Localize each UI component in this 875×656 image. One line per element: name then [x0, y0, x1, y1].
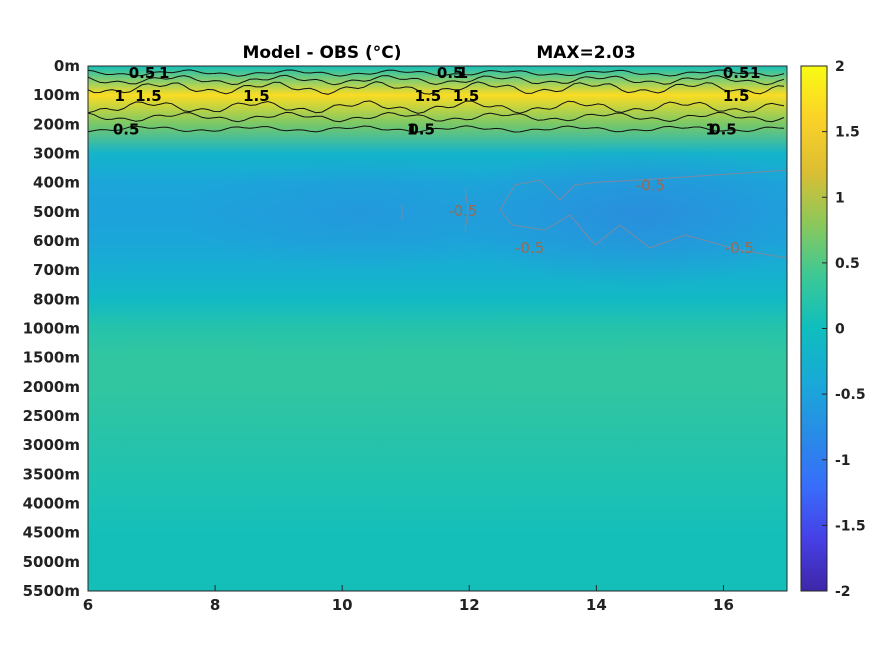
y-tick-label: 4000m: [23, 495, 80, 513]
y-tick-label: 1500m: [23, 349, 80, 367]
y-tick-label: 300m: [33, 145, 80, 163]
contour-label: -0.5: [448, 202, 477, 220]
y-tick-label: 1000m: [23, 320, 80, 338]
y-tick-label: 3000m: [23, 436, 80, 454]
contour-label: 1.5: [135, 87, 162, 105]
y-tick-label: 400m: [33, 174, 80, 192]
contour-label: 0.5: [710, 120, 737, 138]
contour-neg0.5-east: [499, 169, 787, 211]
colorbar-tick-label: 0.5: [835, 256, 860, 272]
y-tick-label: 2500m: [23, 407, 80, 425]
contour-neg0.5-small: [464, 187, 469, 233]
y-tick-label: 5000m: [23, 553, 80, 571]
plot-frame: [87, 65, 788, 592]
x-tick-label: 6: [83, 596, 93, 614]
colorbar-tick-label: -0.5: [835, 387, 866, 403]
negative-anomaly-patch: [450, 145, 787, 285]
y-tick-label: 700m: [33, 261, 80, 279]
chart-title: Model - OBS (°C): [242, 43, 401, 63]
contour-label: 1.5: [415, 87, 442, 105]
colorbar-ticks: 2 1.5 1 0.5 0 -0.5 -1 -1.5 -2: [822, 59, 866, 600]
contour-label: 0.5: [723, 64, 750, 82]
x-tick-label: 12: [459, 596, 480, 614]
contour-label: 1: [159, 64, 169, 82]
contour-label: 1: [407, 120, 417, 138]
contour-1.5-lower: [88, 100, 785, 114]
colorbar-tick-label: 2: [835, 59, 845, 75]
contour-1-lower: [88, 111, 785, 123]
y-tick-label: 4500m: [23, 524, 80, 542]
contour-label: 0.5: [113, 120, 140, 138]
contour-labels: 0.5 11.510.51.50.511.5 1.510.50.5 11.510.5-…: [113, 64, 761, 257]
colorbar-tick-label: 1: [835, 190, 845, 206]
negative-contour-lines: [401, 169, 787, 259]
contour-0.5-upper: [88, 69, 785, 77]
colorbar-tick-label: 1.5: [835, 125, 860, 141]
y-tick-label: 200m: [33, 115, 80, 133]
contour-label: 1.5: [723, 87, 750, 105]
y-tick-label: 5500m: [23, 582, 80, 600]
contour-label: -0.5: [515, 239, 544, 257]
contour-label: -0.5: [636, 177, 665, 195]
heatmap-field: [88, 66, 787, 591]
contour-1-upper: [88, 74, 785, 86]
colorbar-tick-label: -1: [835, 453, 851, 469]
contour-label: 1.5: [453, 87, 480, 105]
y-axis: 0m 100m 200m 300m 400m 500m 600m 700m 800m 1000m 1…: [23, 57, 80, 600]
contour-label: 1: [458, 64, 468, 82]
x-tick-label: 8: [210, 596, 220, 614]
y-tick-label: 800m: [33, 290, 80, 308]
contour-label: 1: [706, 120, 716, 138]
x-tick-label: 14: [586, 596, 607, 614]
y-tick-label: 100m: [33, 86, 80, 104]
colorbar-tick-label: -2: [835, 584, 851, 600]
contour-label: 0.5: [408, 120, 435, 138]
x-tick-label: 10: [332, 596, 353, 614]
positive-contour-lines: [88, 69, 785, 133]
x-axis: 6 8 10 12 14 16: [83, 585, 734, 614]
plot-area: 0.5 11.510.51.50.511.5 1.510.50.5 11.510.5-…: [88, 64, 787, 591]
x-tick-label: 16: [713, 596, 734, 614]
contour-label: -0.5: [725, 239, 754, 257]
colorbar-tick-label: 0: [835, 322, 845, 338]
contour-label: 1: [115, 87, 125, 105]
y-tick-label: 600m: [33, 232, 80, 250]
contour-label: 1.5: [243, 87, 270, 105]
contour-label: 0.5: [129, 64, 156, 82]
contour-neg0.5-central: [499, 209, 787, 259]
contour-1.5-upper: [88, 81, 785, 95]
y-tick-label: 3500m: [23, 465, 80, 483]
y-tick-label: 500m: [33, 203, 80, 221]
y-tick-label: 2000m: [23, 378, 80, 396]
negative-anomaly-patch-west: [180, 160, 540, 270]
contour-0.5-lower: [88, 125, 785, 133]
y-tick-label: 0m: [54, 57, 80, 75]
colorbar-tick-label: -1.5: [835, 518, 866, 534]
max-value-label: MAX=2.03: [536, 43, 635, 63]
contour-label: 0.5: [437, 64, 464, 82]
contour-label: 1: [750, 64, 760, 82]
